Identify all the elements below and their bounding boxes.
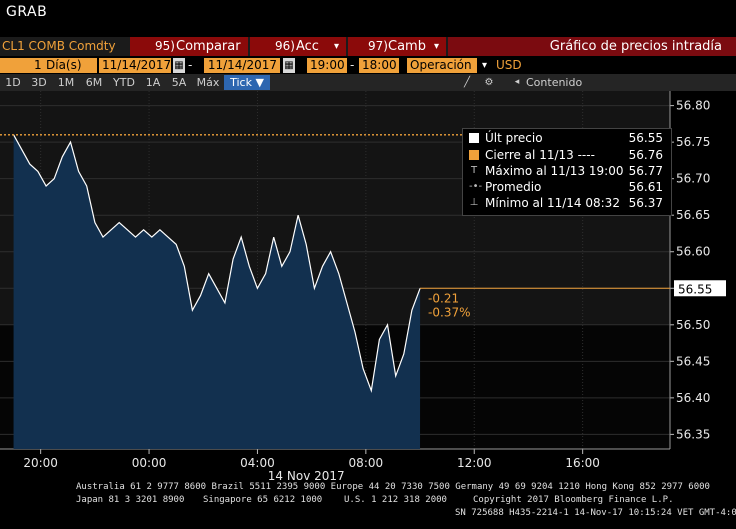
compare-num: 95) bbox=[155, 39, 175, 53]
legend-high-value: 56.77 bbox=[628, 164, 663, 178]
x-tick-label: 12:00 bbox=[457, 456, 492, 470]
legend-last-price-value: 56.55 bbox=[628, 131, 663, 145]
legend-high: T Máximo al 11/13 19:00 56.77 bbox=[467, 163, 667, 179]
change-percent: -0.37% bbox=[428, 305, 470, 319]
max-marker-icon: T bbox=[470, 165, 478, 176]
menu-bar: CL1 COMB Comdty 95) Comparar 96) Acc ▾ 9… bbox=[0, 37, 736, 56]
actions-button[interactable]: 96) Acc ▾ bbox=[250, 37, 346, 56]
range-1a-button[interactable]: 1A bbox=[145, 76, 161, 89]
period-unit: Día(s) bbox=[46, 58, 82, 72]
end-date-calendar-icon[interactable]: ▦ bbox=[283, 58, 295, 73]
period-field[interactable]: 1 Día(s) bbox=[0, 58, 97, 73]
white-square-icon bbox=[469, 133, 479, 143]
compare-label: Comparar bbox=[176, 39, 241, 54]
window-titlebar: GRAB bbox=[0, 0, 736, 36]
legend-prev-close-value: 56.76 bbox=[628, 148, 663, 162]
end-date-input[interactable]: 11/14/2017 bbox=[204, 58, 280, 73]
actions-label: Acc bbox=[296, 39, 319, 54]
footer-copyright: Copyright 2017 Bloomberg Finance L.P. bbox=[473, 495, 674, 505]
currency-label: USD bbox=[496, 58, 522, 72]
start-time-input[interactable]: 19:00 bbox=[307, 58, 347, 73]
y-tick-label: 56.50 bbox=[676, 318, 710, 332]
range-3d-button[interactable]: 3D bbox=[31, 76, 47, 89]
footer-contacts-us: U.S. 1 212 318 2000 bbox=[344, 495, 447, 505]
change-value: -0.21 bbox=[428, 291, 459, 305]
legend-average: -•- Promedio 56.61 bbox=[467, 179, 667, 195]
mode-select[interactable]: Operación bbox=[407, 58, 477, 73]
chart-title-bar: Gráfico de precios intradía bbox=[448, 37, 736, 56]
time-separator: - bbox=[350, 58, 355, 72]
x-tick-label: 16:00 bbox=[565, 456, 600, 470]
avg-marker-icon: -•- bbox=[469, 181, 483, 192]
range-max-button[interactable]: Máx bbox=[196, 76, 220, 89]
legend-average-value: 56.61 bbox=[628, 180, 663, 194]
start-date-calendar-icon[interactable]: ▦ bbox=[173, 58, 185, 73]
content-expand-icon[interactable]: ◂ bbox=[514, 77, 520, 87]
footer-contacts-line1: Australia 61 2 9777 8600 Brazil 5511 239… bbox=[76, 482, 710, 492]
range-5a-button[interactable]: 5A bbox=[171, 76, 187, 89]
start-date-input[interactable]: 11/14/2017 bbox=[99, 58, 171, 73]
compare-button[interactable]: 95) Comparar bbox=[130, 37, 248, 56]
ticker-label: CL1 COMB Comdty bbox=[2, 39, 116, 53]
mode-dropdown-icon[interactable]: ▾ bbox=[479, 58, 490, 73]
actions-num: 96) bbox=[275, 39, 295, 53]
y-tick-label: 56.70 bbox=[676, 172, 710, 186]
footer-session-info: SN 725688 H435-2214-1 14-Nov-17 10:15:24… bbox=[455, 508, 736, 518]
tick-select[interactable]: Tick ▼ bbox=[224, 75, 270, 90]
settings-dropdown-icon[interactable]: ⚙ bbox=[484, 77, 494, 88]
window-title: GRAB bbox=[6, 4, 48, 20]
y-tick-label: 56.80 bbox=[676, 99, 710, 113]
range-ytd-button[interactable]: YTD bbox=[113, 76, 135, 89]
x-tick-label: 08:00 bbox=[349, 456, 384, 470]
ticker-field[interactable]: CL1 COMB Comdty bbox=[0, 37, 128, 56]
legend-prev-close-label: Cierre al 11/13 ---- bbox=[485, 148, 595, 162]
range-1m-button[interactable]: 1M bbox=[57, 76, 75, 89]
range-6m-button[interactable]: 6M bbox=[85, 76, 103, 89]
y-tick-label: 56.45 bbox=[676, 354, 710, 368]
orange-square-icon bbox=[469, 150, 479, 160]
x-tick-label: 00:00 bbox=[132, 456, 167, 470]
legend-low-value: 56.37 bbox=[628, 196, 663, 210]
change-dropdown-icon: ▾ bbox=[434, 41, 440, 52]
range-1d-button[interactable]: 1D bbox=[5, 76, 21, 89]
range-toolbar: 1D 3D 1M 6M YTD 1A 5A Máx Tick ▼ ╱ ⚙ ◂ C… bbox=[0, 74, 736, 91]
price-line bbox=[13, 134, 421, 393]
footer-contacts-singapore: Singapore 65 6212 1000 bbox=[203, 495, 323, 505]
min-marker-icon: ⊥ bbox=[469, 197, 479, 208]
line-style-icon[interactable]: ╱ bbox=[463, 77, 471, 88]
footer-contacts-japan: Japan 81 3 3201 8900 bbox=[76, 495, 185, 505]
legend-high-label: Máximo al 11/13 19:00 bbox=[485, 164, 624, 178]
chart-legend[interactable]: Últ precio 56.55 Cierre al 11/13 ---- 56… bbox=[462, 128, 672, 216]
last-price-tag bbox=[674, 280, 726, 297]
y-tick-label: 56.65 bbox=[676, 208, 710, 222]
content-button[interactable]: Contenido bbox=[526, 76, 583, 89]
actions-dropdown-icon: ▾ bbox=[334, 41, 340, 52]
legend-prev-close: Cierre al 11/13 ---- 56.76 bbox=[467, 147, 667, 163]
price-area bbox=[13, 134, 421, 450]
legend-last-price-label: Últ precio bbox=[485, 131, 543, 145]
period-count: 1 bbox=[34, 58, 42, 72]
end-time-input[interactable]: 18:00 bbox=[359, 58, 399, 73]
x-tick-label: 20:00 bbox=[23, 456, 58, 470]
legend-low-label: Mínimo al 11/14 08:32 bbox=[485, 196, 620, 210]
change-num: 97) bbox=[368, 39, 388, 53]
last-price-tag-label: 56.55 bbox=[678, 282, 712, 296]
legend-average-label: Promedio bbox=[485, 180, 542, 194]
change-button[interactable]: 97) Camb ▾ bbox=[348, 37, 446, 56]
legend-last-price: Últ precio 56.55 bbox=[467, 130, 667, 146]
y-tick-label: 56.40 bbox=[676, 391, 710, 405]
y-tick-label: 56.75 bbox=[676, 135, 710, 149]
date-range-row: 1 Día(s) 11/14/2017 ▦ - 11/14/2017 ▦ 19:… bbox=[0, 57, 736, 74]
y-tick-label: 56.35 bbox=[676, 427, 710, 441]
x-tick-label: 04:00 bbox=[240, 456, 275, 470]
date-separator: - bbox=[188, 58, 193, 72]
footer: Australia 61 2 9777 8600 Brazil 5511 239… bbox=[0, 480, 736, 529]
chart-title: Gráfico de precios intradía bbox=[549, 39, 722, 54]
change-label: Camb bbox=[388, 39, 426, 54]
y-tick-label: 56.60 bbox=[676, 245, 710, 259]
legend-low: ⊥ Mínimo al 11/14 08:32 56.37 bbox=[467, 195, 667, 211]
x-date-label: 14 Nov 2017 bbox=[268, 469, 345, 480]
